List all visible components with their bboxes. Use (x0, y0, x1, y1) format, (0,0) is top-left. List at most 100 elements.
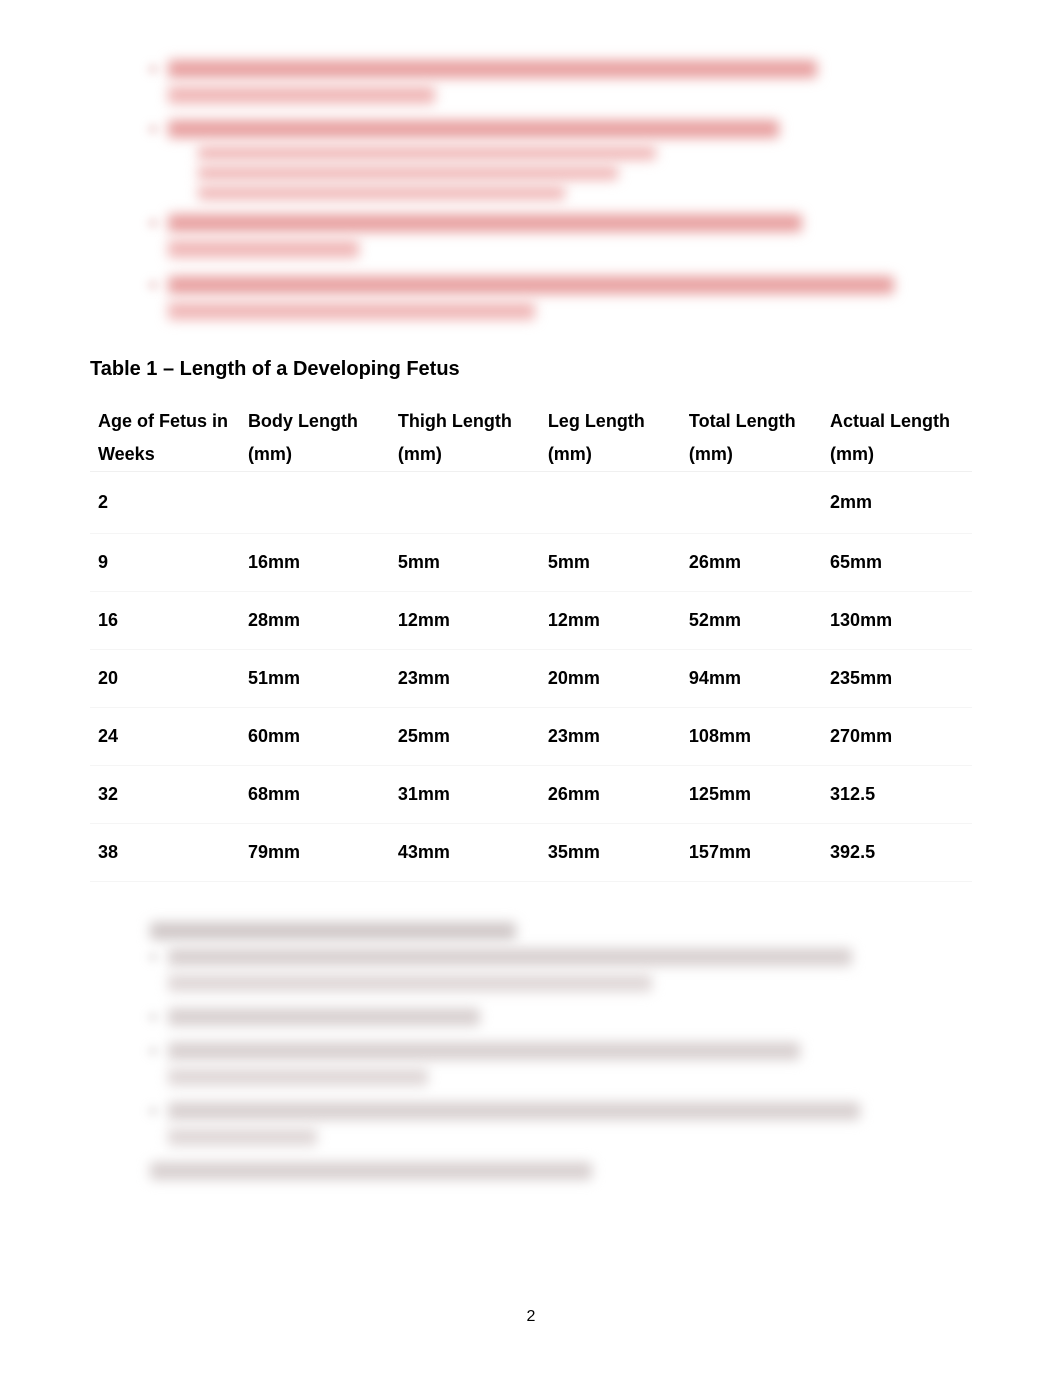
table-row: 9 16mm 5mm 5mm 26mm 65mm (90, 534, 972, 592)
blur-bullet-item (150, 276, 932, 328)
table-title: Table 1 – Length of a Developing Fetus (90, 358, 972, 381)
blur-text-line (168, 1042, 800, 1060)
header-actual-line2: (mm) (830, 444, 964, 465)
header-body: Body Length (mm) (240, 401, 390, 472)
cell-leg: 12mm (540, 592, 681, 650)
cell-thigh: 5mm (390, 534, 540, 592)
blur-bullet-item (150, 60, 932, 112)
cell-thigh: 31mm (390, 766, 540, 824)
cell-total: 26mm (681, 534, 822, 592)
cell-leg: 35mm (540, 824, 681, 882)
cell-body: 68mm (240, 766, 390, 824)
table-header-row: Age of Fetus in Weeks Body Length (mm) T… (90, 401, 972, 472)
blur-text-line (198, 166, 618, 180)
header-body-line1: Body Length (248, 411, 358, 431)
blur-bullet-item (150, 120, 932, 206)
cell-leg (540, 472, 681, 534)
cell-age: 9 (90, 534, 240, 592)
blur-text-line (150, 1162, 592, 1180)
cell-body: 28mm (240, 592, 390, 650)
header-age-line2: Weeks (98, 444, 232, 465)
bottom-blurred-instructions (150, 922, 912, 1180)
top-blurred-instructions (150, 60, 932, 328)
cell-thigh: 43mm (390, 824, 540, 882)
table-row: 2 2mm (90, 472, 972, 534)
cell-leg: 23mm (540, 708, 681, 766)
cell-age: 2 (90, 472, 240, 534)
header-age-line1: Age of Fetus in (98, 411, 228, 431)
cell-actual: 312.5 (822, 766, 972, 824)
bullet-dot (150, 1048, 156, 1054)
cell-actual: 270mm (822, 708, 972, 766)
table-row: 38 79mm 43mm 35mm 157mm 392.5 (90, 824, 972, 882)
blur-text-line (168, 240, 359, 258)
table-body: 2 2mm 9 16mm 5mm 5mm 26mm 65mm 16 28mm 1… (90, 472, 972, 882)
blur-bullet-item (150, 1102, 912, 1154)
blur-bullet-item (150, 948, 912, 1000)
header-body-line2: (mm) (248, 444, 382, 465)
header-total: Total Length (mm) (681, 401, 822, 472)
cell-total: 125mm (681, 766, 822, 824)
cell-age: 38 (90, 824, 240, 882)
cell-thigh: 12mm (390, 592, 540, 650)
cell-body (240, 472, 390, 534)
header-leg-line1: Leg Length (548, 411, 645, 431)
table-row: 16 28mm 12mm 12mm 52mm 130mm (90, 592, 972, 650)
table-row: 32 68mm 31mm 26mm 125mm 312.5 (90, 766, 972, 824)
blur-bullet-item (150, 214, 932, 266)
header-leg: Leg Length (mm) (540, 401, 681, 472)
header-thigh: Thigh Length (mm) (390, 401, 540, 472)
cell-total (681, 472, 822, 534)
cell-actual: 392.5 (822, 824, 972, 882)
blur-text-line (168, 948, 852, 966)
header-leg-line2: (mm) (548, 444, 673, 465)
cell-age: 24 (90, 708, 240, 766)
cell-age: 16 (90, 592, 240, 650)
blur-text-line (168, 1102, 860, 1120)
blur-text-line (198, 146, 656, 160)
blur-text-line (168, 302, 535, 320)
bullet-dot (150, 1014, 156, 1020)
cell-total: 52mm (681, 592, 822, 650)
page-number: 2 (527, 1308, 536, 1326)
header-actual: Actual Length (mm) (822, 401, 972, 472)
cell-actual: 130mm (822, 592, 972, 650)
header-total-line1: Total Length (689, 411, 796, 431)
blur-text-line (168, 1008, 480, 1026)
cell-body: 16mm (240, 534, 390, 592)
table-row: 20 51mm 23mm 20mm 94mm 235mm (90, 650, 972, 708)
cell-total: 94mm (681, 650, 822, 708)
header-thigh-line1: Thigh Length (398, 411, 512, 431)
cell-thigh: 23mm (390, 650, 540, 708)
blur-text-line (168, 120, 779, 138)
cell-total: 108mm (681, 708, 822, 766)
cell-total: 157mm (681, 824, 822, 882)
bullet-dot (150, 66, 156, 72)
blur-text-line (168, 86, 435, 104)
cell-actual: 2mm (822, 472, 972, 534)
blur-bullet-item (150, 1042, 912, 1094)
cell-actual: 65mm (822, 534, 972, 592)
cell-thigh: 25mm (390, 708, 540, 766)
blur-text-line (150, 922, 516, 940)
cell-age: 20 (90, 650, 240, 708)
cell-leg: 26mm (540, 766, 681, 824)
table-row: 24 60mm 25mm 23mm 108mm 270mm (90, 708, 972, 766)
bullet-dot (150, 220, 156, 226)
blur-text-line (168, 1068, 428, 1086)
blur-text-line (168, 60, 817, 78)
blur-text-line (168, 276, 894, 294)
cell-leg: 5mm (540, 534, 681, 592)
cell-leg: 20mm (540, 650, 681, 708)
blur-text-line (168, 974, 652, 992)
cell-body: 79mm (240, 824, 390, 882)
header-thigh-line2: (mm) (398, 444, 532, 465)
bullet-dot (150, 282, 156, 288)
blur-text-line (168, 214, 802, 232)
blur-bullet-item (150, 1008, 912, 1034)
header-total-line2: (mm) (689, 444, 814, 465)
header-actual-line1: Actual Length (830, 411, 950, 431)
cell-body: 60mm (240, 708, 390, 766)
cell-thigh (390, 472, 540, 534)
bullet-dot (150, 126, 156, 132)
